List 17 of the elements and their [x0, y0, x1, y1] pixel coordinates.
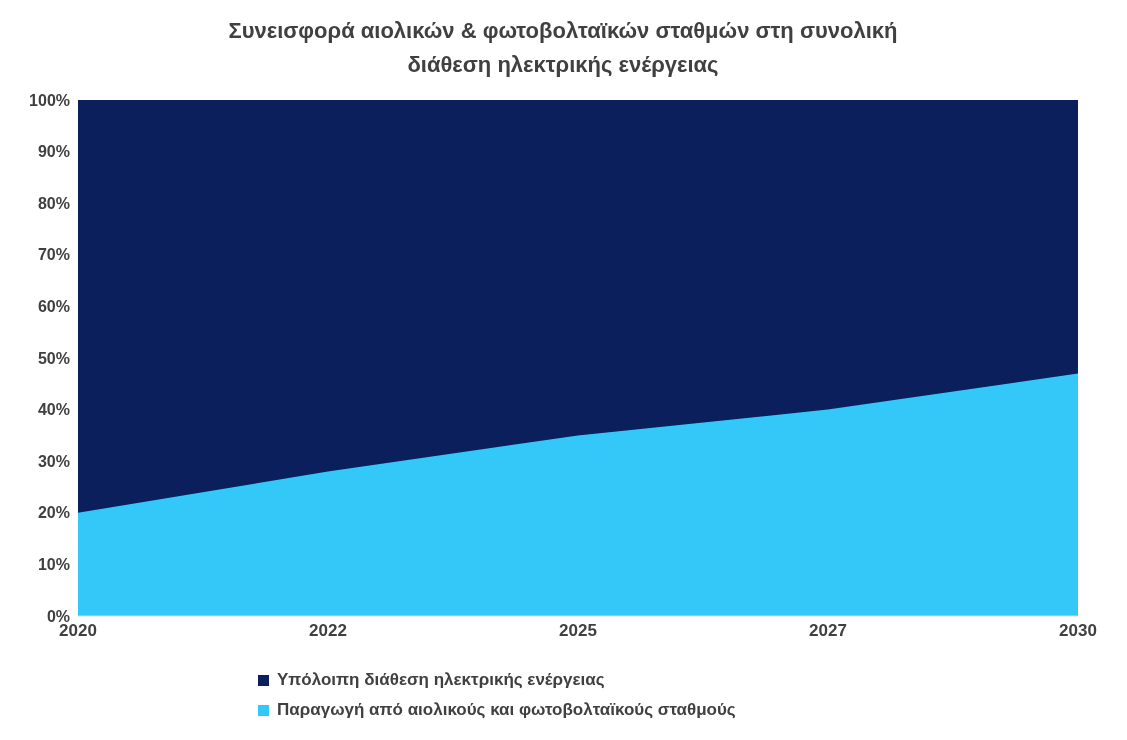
x-tick-label: 2027: [809, 621, 847, 641]
chart-title: Συνεισφορά αιολικών & φωτοβολταϊκών σταθμών στη συνολική διάθεση ηλεκτρικής ενέργειας: [227, 17, 899, 79]
y-tick-label: 70%: [37, 246, 70, 264]
y-tick-label: 80%: [37, 194, 70, 212]
y-tick-label: 10%: [37, 556, 70, 574]
y-tick-label: 60%: [37, 298, 70, 316]
y-tick-label: 50%: [37, 349, 70, 367]
x-tick-label: 2025: [559, 621, 597, 641]
legend-label: Παραγωγή από αιολικούς και φωτοβολταϊκούς σταθμούς: [277, 700, 736, 720]
y-tick-label: 100%: [29, 91, 70, 109]
legend-label: Υπόλοιπη διάθεση ηλεκτρικής ενέργειας: [277, 670, 605, 690]
x-tick-label: 2030: [1059, 621, 1097, 641]
x-tick-label: 2022: [309, 621, 347, 641]
y-tick-label: 40%: [37, 401, 70, 419]
y-tick-label: 90%: [37, 143, 70, 161]
y-tick-label: 30%: [37, 452, 70, 470]
y-tick-label: 20%: [37, 504, 70, 522]
